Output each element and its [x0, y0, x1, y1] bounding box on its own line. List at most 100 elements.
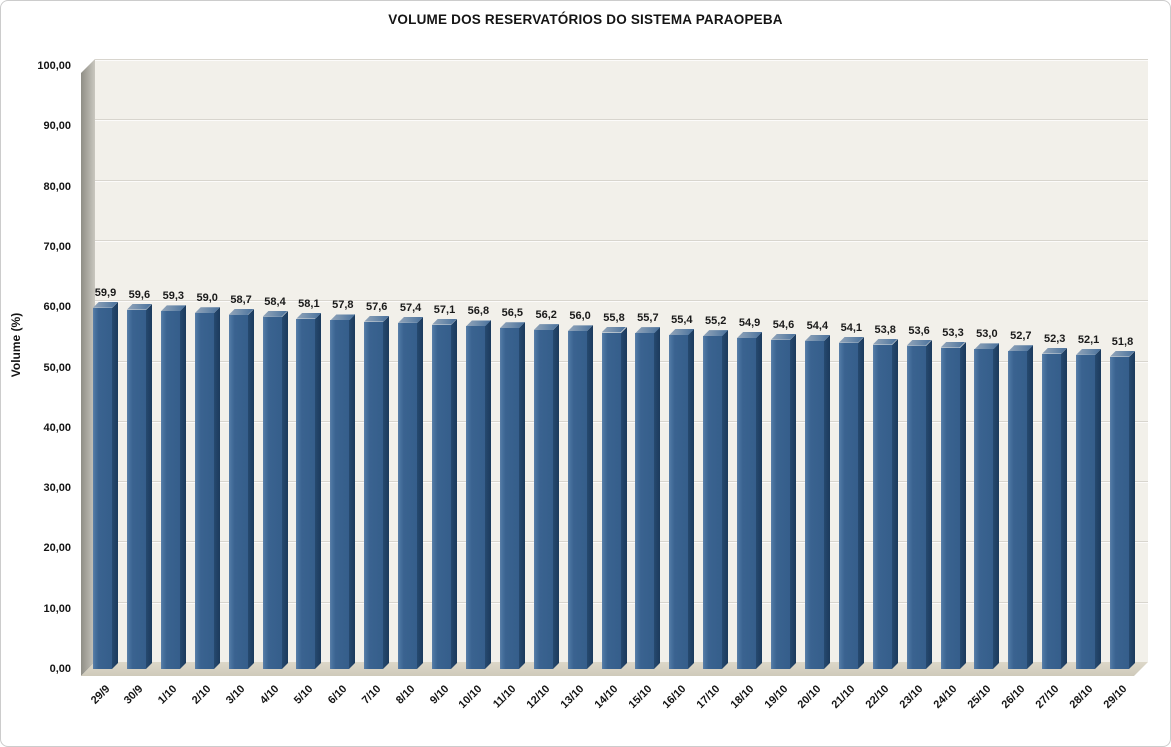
bar	[635, 327, 661, 669]
bar	[838, 336, 864, 669]
bar	[364, 315, 390, 669]
bar	[1110, 350, 1135, 669]
bar-top-face	[804, 334, 830, 341]
bar-value-label: 53,6	[908, 324, 930, 337]
y-tick-label: 100,00	[37, 60, 71, 72]
bar	[567, 325, 593, 669]
bar-value-label: 58,1	[298, 297, 320, 310]
bar-value-label: 57,6	[365, 300, 388, 313]
chart-title: VOLUME DOS RESERVATÓRIOS DO SISTEMA PARA…	[388, 12, 783, 27]
bar-top-face	[432, 318, 457, 325]
bar-front-face	[465, 326, 485, 669]
y-tick-label: 50,00	[43, 361, 71, 374]
bar-top-face	[737, 331, 763, 338]
bar-value-label: 55,2	[704, 315, 727, 328]
gridline	[95, 119, 1148, 121]
bar-value-label: 59,0	[196, 292, 218, 305]
bar-top-face	[906, 339, 932, 346]
bar-value-label: 53,3	[942, 326, 964, 339]
bar	[804, 334, 830, 669]
bar-top-face	[228, 309, 254, 316]
bar-top-face	[1110, 350, 1135, 357]
bar-front-face	[940, 347, 960, 669]
bar-top-face	[296, 312, 322, 319]
bar-front-face	[906, 345, 926, 669]
bar-front-face	[228, 315, 248, 669]
bar-front-face	[703, 336, 723, 669]
bar-front-face	[432, 324, 451, 669]
bar	[465, 320, 491, 669]
gridline	[95, 239, 1148, 241]
bar-value-label: 59,9	[94, 286, 117, 299]
bar-top-face	[126, 303, 152, 310]
bar-top-face	[499, 322, 525, 329]
bar-value-label: 56,0	[569, 310, 591, 323]
bar-value-label: 52,3	[1043, 332, 1066, 345]
bar	[737, 331, 763, 669]
bar-front-face	[771, 339, 790, 669]
bar-front-face	[499, 328, 519, 669]
bar-value-label: 56,8	[467, 305, 490, 318]
bar	[533, 324, 559, 669]
bar	[432, 318, 457, 669]
bar-front-face	[330, 320, 350, 669]
bar-value-label: 58,7	[230, 294, 252, 307]
bar-top-face	[160, 305, 186, 312]
bar	[1076, 348, 1102, 669]
bar-top-face	[330, 314, 356, 321]
bar-value-label: 55,4	[671, 313, 693, 326]
bar-value-label: 58,4	[264, 295, 286, 308]
bar	[93, 301, 118, 669]
bar	[906, 339, 932, 669]
bar	[940, 341, 966, 669]
bar-front-face	[194, 313, 214, 669]
bar	[296, 312, 322, 669]
bar	[330, 314, 356, 669]
bar-value-label: 54,6	[772, 318, 795, 331]
bar-value-label: 59,6	[128, 288, 151, 301]
bar	[669, 328, 695, 669]
bar-top-face	[1042, 347, 1068, 354]
bar-front-face	[601, 332, 621, 669]
bar-top-face	[669, 328, 695, 335]
bar-value-label: 57,4	[399, 301, 422, 314]
bar	[499, 322, 525, 669]
bar-front-face	[364, 321, 384, 669]
bar	[126, 303, 152, 669]
bar	[1008, 345, 1034, 669]
chart-3d-left-wall	[81, 59, 95, 676]
bar-front-face	[398, 322, 418, 669]
bar-front-face	[838, 342, 858, 669]
bar	[160, 305, 186, 669]
bar-top-face	[635, 327, 661, 334]
bar-value-label: 52,7	[1010, 330, 1032, 343]
bar-value-label: 54,9	[738, 316, 761, 329]
bar-front-face	[669, 334, 689, 669]
bar-top-face	[1008, 345, 1034, 352]
bar-top-face	[567, 325, 593, 332]
bar-top-face	[398, 316, 424, 323]
bar-top-face	[703, 330, 729, 337]
bar-top-face	[194, 307, 220, 314]
bar-front-face	[872, 344, 892, 669]
bar-value-label: 51,8	[1111, 335, 1134, 348]
bar-front-face	[93, 307, 112, 669]
bar-value-label: 57,8	[332, 299, 354, 312]
bar-top-face	[465, 320, 491, 327]
bar-top-face	[974, 343, 1000, 350]
bar-value-label: 59,3	[162, 290, 184, 303]
bar-top-face	[1076, 348, 1102, 355]
bar-value-label: 55,7	[637, 312, 659, 325]
bar-top-face	[940, 341, 966, 348]
bar-top-face	[601, 326, 627, 333]
bar-value-label: 56,5	[501, 307, 523, 320]
bar-front-face	[160, 311, 180, 669]
bar-value-label: 55,8	[603, 311, 625, 324]
bar-value-label: 54,4	[806, 319, 829, 332]
bar-top-face	[93, 301, 118, 308]
bar-front-face	[737, 337, 757, 669]
bar-front-face	[126, 309, 146, 669]
y-tick-label: 80,00	[43, 180, 71, 193]
